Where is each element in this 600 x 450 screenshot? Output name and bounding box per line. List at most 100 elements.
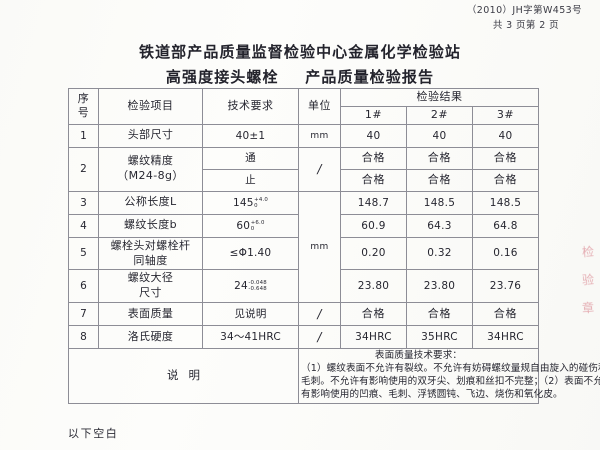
row-unit: mm [298, 190, 341, 304]
row-result-1: 合格 [340, 302, 407, 327]
row-requirement: 60 +6.0 0 [202, 213, 299, 238]
tolerance-stack: +4.0 0 [254, 196, 269, 209]
row-result-1: 40 [340, 123, 407, 148]
table-row: 4 螺纹长度b 60 +6.0 0 60.9 64.3 64.8 [68, 213, 539, 238]
row-requirement: 40±1 [202, 123, 299, 148]
row-result-3: 34HRC [472, 325, 539, 350]
tolerance-stack: -0.048 -0.648 [248, 280, 267, 293]
stamp-char-2: 验 [581, 272, 595, 288]
row-item-name: 螺纹大径 尺寸 [98, 269, 203, 304]
notes-content: 表面质量技术要求： （1）螺纹表面不允许有裂纹。不允许有妨碍螺纹量规自由旋入的碰… [298, 348, 600, 404]
table-row: 8 洛氏硬度 34～41HRC / 34HRC 35HRC 34HRC [68, 325, 539, 350]
row-result-2: 40 [406, 123, 473, 148]
row-serial-number: 8 [68, 325, 99, 350]
header-inspection-item: 检验项目 [98, 88, 203, 125]
notes-label: 说明 [68, 348, 299, 404]
row-requirement: 24 -0.048 -0.648 [202, 269, 299, 304]
row-result-2: 合格 [406, 302, 473, 327]
organization-title: 铁道部产品质量监督检验中心金属化学检验站 [138, 43, 461, 61]
row-result-2: 合格 [406, 168, 473, 192]
header-sample-2: 2# [406, 105, 473, 125]
row-requirement-go: 通 [202, 146, 299, 170]
header-serial-number: 序 号 [68, 88, 99, 125]
row-item-name: 表面质量 [98, 302, 203, 327]
table-row: 6 螺纹大径 尺寸 24 -0.048 -0.648 23.80 23.80 23.… [68, 269, 539, 304]
document-reference-block: （2010）JH字第W453号 共 3 页第 2 页 [467, 4, 582, 33]
stamp-char-3: 章 [581, 300, 595, 316]
row-result-3: 64.8 [472, 213, 539, 238]
row-result-1: 60.9 [340, 213, 407, 238]
row-item-name: 螺栓头对螺栓杆 同轴度 [98, 236, 203, 271]
table-row: 2 螺纹精度 （M24-8g） 通 / 合格 合格 合格 [68, 146, 539, 192]
row-serial-number: 1 [68, 123, 99, 148]
inspection-stamp: 检 验 章 [564, 243, 598, 329]
row-unit: / [298, 325, 341, 350]
row-result-2: 35HRC [406, 325, 473, 350]
header-sample-3: 3# [472, 105, 539, 125]
header-inspection-results: 检验结果 [340, 88, 539, 107]
row-serial-number: 4 [68, 213, 99, 238]
row-result-1: 34HRC [340, 325, 407, 350]
row-unit: mm [298, 123, 341, 148]
row-result-3: 148.5 [472, 190, 539, 215]
row-result-1: 合格 [340, 146, 407, 170]
row-result-2: 64.3 [406, 213, 473, 238]
row-result-1: 148.7 [340, 190, 407, 215]
report-product-name: 高强度接头螺栓 [165, 67, 279, 86]
table-header-row-top: 序 号 检验项目 技术要求 单位 检验结果 [68, 88, 539, 125]
row-result-2: 0.32 [406, 236, 473, 271]
row-result-3: 40 [472, 123, 539, 148]
row-result-1: 合格 [340, 168, 407, 192]
row-result-3: 合格 [472, 168, 539, 192]
row-unit: / [298, 146, 341, 192]
report-title-suffix: 产品质量检验报告 [305, 67, 435, 86]
row-result-3: 合格 [472, 302, 539, 327]
notes-line-3: 毛刺。不允许有影响使用的双牙尖、划痕和丝扣不完整；（2）表面不允许 [301, 375, 600, 387]
row-item-name: 洛氏硬度 [98, 325, 203, 350]
row-requirement: 34～41HRC [202, 325, 299, 350]
notes-row: 说明 表面质量技术要求： （1）螺纹表面不允许有裂纹。不允许有妨碍螺纹量规自由旋… [68, 348, 600, 404]
row-result-2: 148.5 [406, 190, 473, 215]
inspection-table: 序 号 检验项目 技术要求 单位 检验结果 1# 2# 3# 1 [68, 88, 600, 404]
header-unit: 单位 [298, 88, 341, 125]
blank-below-note: 以下空白 [68, 427, 119, 440]
row-requirement: ≤Φ1.40 [202, 236, 299, 271]
row-requirement: 见说明 [202, 302, 299, 327]
row-item-name: 螺纹精度 （M24-8g） [98, 146, 203, 192]
table-row: 1 头部尺寸 40±1 mm 40 40 40 [68, 123, 539, 148]
row-requirement-nogo: 止 [202, 168, 299, 192]
row-item-name: 公称长度L [98, 190, 203, 215]
row-result-1: 23.80 [340, 269, 407, 304]
row-result-1: 0.20 [340, 236, 407, 271]
row-serial-number: 7 [68, 302, 99, 327]
header-sample-1: 1# [340, 105, 407, 125]
row-serial-number: 6 [68, 269, 99, 304]
table-row: 3 公称长度L 145 +4.0 0 mm 148.7 148.5 148.5 [68, 190, 539, 304]
row-result-3: 0.16 [472, 236, 539, 271]
row-item-name: 螺纹长度b [98, 213, 203, 238]
inspection-table-container: 序 号 检验项目 技术要求 单位 检验结果 1# 2# 3# 1 [68, 88, 600, 404]
notes-line-4: 有影响使用的凹痕、毛刺、浮锈圆钝、飞边、烧伤和氧化皮。 [301, 388, 563, 400]
stamp-char-1: 检 [581, 244, 595, 260]
table-row: 5 螺栓头对螺栓杆 同轴度 ≤Φ1.40 0.20 0.32 0.16 [68, 236, 539, 271]
row-serial-number: 2 [68, 146, 99, 192]
header-technical-requirement: 技术要求 [202, 88, 299, 125]
row-item-name: 头部尺寸 [98, 123, 203, 148]
notes-line-2: （1）螺纹表面不允许有裂纹。不允许有妨碍螺纹量规自由旋入的碰伤和 [301, 363, 600, 374]
row-serial-number: 5 [68, 236, 99, 271]
tolerance-stack: +6.0 0 [250, 219, 265, 232]
title-block: 铁道部产品质量监督检验中心金属化学检验站 高强度接头螺栓 产品质量检验报告 [0, 40, 600, 90]
row-result-3: 合格 [472, 146, 539, 170]
notes-line-1: 表面质量技术要求： [374, 350, 463, 362]
table-row: 7 表面质量 见说明 / 合格 合格 合格 [68, 302, 539, 327]
report-title: 高强度接头螺栓 产品质量检验报告 [0, 65, 600, 90]
document-number: （2010）JH字第W453号 [466, 5, 582, 16]
page-count: 共 3 页第 2 页 [492, 19, 560, 31]
row-result-2: 23.80 [406, 269, 473, 304]
row-unit: / [298, 302, 341, 327]
row-result-3: 23.76 [472, 269, 539, 304]
row-serial-number: 3 [68, 190, 99, 215]
row-result-2: 合格 [406, 146, 473, 170]
row-requirement: 145 +4.0 0 [202, 190, 299, 215]
